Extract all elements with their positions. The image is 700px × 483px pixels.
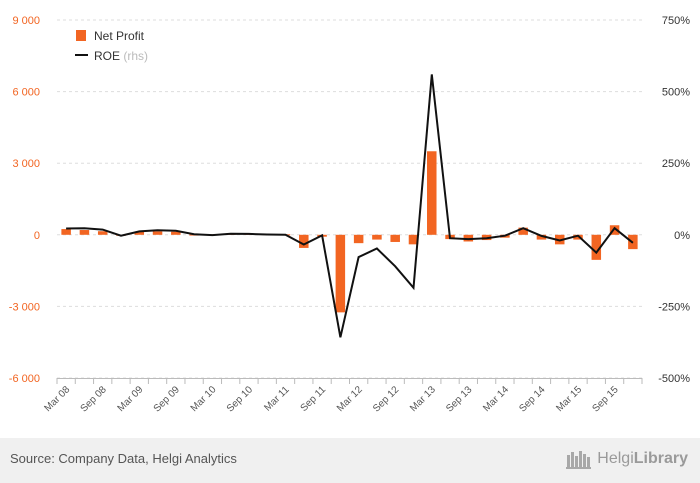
right-axis-tick-label: 250%: [662, 158, 690, 170]
right-y-axis: 750% 500% 250% 0% -250% -500%: [658, 15, 690, 385]
net-profit-bar: [372, 234, 382, 240]
legend-roe-suffix: (rhs): [123, 49, 148, 63]
right-axis-tick-label: -250%: [658, 301, 690, 313]
right-axis-tick-label: -500%: [658, 373, 690, 385]
source-note: Source: Company Data, Helgi Analytics: [10, 451, 237, 466]
net-profit-bar: [408, 234, 419, 245]
x-axis-tick-label: Mar 09: [116, 384, 146, 414]
x-axis-tick-label: Mar 13: [408, 384, 438, 414]
legend-net-profit-label: Net Profit: [94, 29, 145, 43]
left-y-axis: 9 000 6 000 3 000 0 -3 000 -6 000: [9, 15, 40, 385]
x-axis-tick-label: Sep 10: [225, 384, 255, 414]
net-profit-bar: [134, 231, 145, 235]
logo-wordmark: HelgiLibrary: [597, 450, 688, 468]
x-axis-tick-label: Sep 15: [591, 384, 621, 414]
legend-roe-name: ROE: [94, 49, 120, 63]
x-axis-tick-label: Sep 08: [79, 384, 109, 414]
net-profit-bar: [152, 231, 163, 235]
grid-lines: [57, 19, 642, 379]
x-axis-tick-label: Mar 14: [481, 384, 511, 414]
x-axis-tick-label: Sep 13: [444, 384, 474, 414]
legend-net-profit-swatch: [76, 30, 86, 41]
logo-bold-part: Library: [633, 450, 688, 467]
net-profit-bar: [79, 230, 90, 235]
legend-roe-label: ROE (rhs): [94, 49, 148, 63]
net-profit-bar: [171, 231, 181, 235]
net-profit-bar: [97, 231, 108, 235]
roe-line-series: [66, 74, 634, 338]
net-profit-bar: [353, 234, 364, 244]
bookshelf-icon: [566, 451, 592, 469]
net-profit-bar: [609, 225, 620, 235]
x-axis-tick-label: Mar 11: [262, 384, 292, 414]
net-profit-bar: [573, 234, 583, 240]
net-profit-bar: [335, 234, 346, 313]
right-axis-tick-label: 750%: [662, 15, 690, 27]
left-axis-tick-label: -3 000: [9, 301, 40, 313]
net-profit-bar: [591, 234, 602, 260]
x-axis-tick-label: Mar 08: [42, 384, 72, 414]
x-axis-tick-label: Sep 11: [299, 384, 329, 414]
net-profit-bar: [427, 151, 437, 235]
net-profit-bar: [390, 234, 400, 242]
left-axis-tick-label: -6 000: [9, 373, 40, 385]
net-profit-bar: [61, 229, 71, 235]
net-profit-bar: [536, 234, 547, 240]
x-axis-tick-label: Mar 15: [554, 384, 584, 414]
net-profit-bar: [299, 234, 309, 248]
left-axis-tick-label: 9 000: [12, 15, 40, 27]
legend: Net Profit ROE (rhs): [75, 29, 148, 63]
logo-light-part: Helgi: [597, 450, 634, 467]
right-axis-tick-label: 0%: [674, 230, 690, 242]
left-axis-tick-label: 6 000: [12, 87, 40, 99]
left-axis-tick-label: 0: [34, 230, 40, 242]
right-axis-tick-label: 500%: [662, 87, 690, 99]
left-axis-tick-label: 3 000: [12, 158, 40, 170]
x-axis-tick-label: Mar 12: [335, 384, 365, 414]
roe-line: [66, 74, 634, 338]
x-axis-tick-label: Sep 09: [152, 384, 182, 414]
x-axis-tick-label: Sep 14: [517, 384, 547, 414]
x-axis-tick-label: Sep 12: [371, 384, 401, 414]
x-axis-tick-label: Mar 10: [189, 384, 219, 414]
net-profit-bar: [518, 227, 528, 235]
x-axis: Mar 08 Sep 08 Mar 09 Sep 09 Mar 10 Sep 10 Mar …: [42, 378, 643, 415]
helgi-library-logo: HelgiLibrary: [566, 449, 688, 469]
